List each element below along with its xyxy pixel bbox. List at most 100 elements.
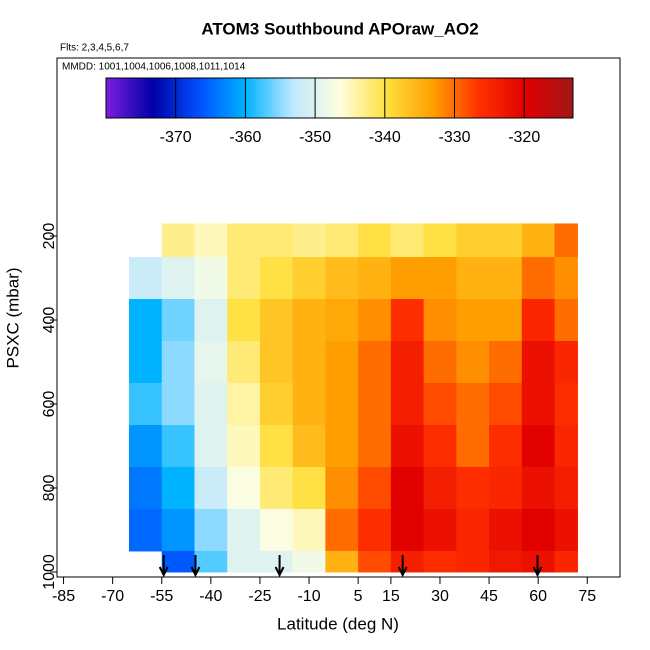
- heat-cell: [259, 223, 294, 258]
- heat-cell: [390, 257, 425, 300]
- heat-cell: [489, 341, 523, 384]
- heat-cell: [129, 466, 163, 510]
- x-tick-label: -85: [52, 588, 75, 605]
- heat-cell: [489, 257, 523, 300]
- heat-cell: [259, 466, 294, 510]
- heat-cell: [129, 341, 163, 384]
- heat-cell: [456, 257, 490, 300]
- heat-cell: [390, 383, 425, 426]
- heat-cell: [194, 383, 228, 426]
- heat-cell: [554, 383, 578, 426]
- heat-cell: [489, 223, 523, 258]
- heat-cell: [358, 257, 392, 300]
- colorbar-tick-label: -360: [229, 129, 261, 146]
- heat-cell: [554, 466, 578, 510]
- heat-cell: [521, 508, 556, 552]
- heat-cell: [554, 299, 578, 342]
- heat-cell: [489, 550, 523, 573]
- heat-cell: [358, 223, 392, 258]
- heat-cell: [325, 257, 359, 300]
- y-tick-label: 200: [41, 223, 58, 250]
- heat-cell: [325, 424, 359, 468]
- y-tick-label: 400: [41, 307, 58, 334]
- heat-cell: [390, 341, 425, 384]
- heat-cell: [390, 223, 425, 258]
- x-tick-label: -55: [150, 588, 173, 605]
- arrow: [190, 555, 201, 578]
- heat-cell: [358, 466, 392, 510]
- arrow: [397, 555, 408, 578]
- x-tick-label: 75: [578, 588, 596, 605]
- heat-cell: [456, 341, 490, 384]
- heat-cell: [161, 383, 195, 426]
- heat-cell: [292, 223, 326, 258]
- heat-cell: [129, 383, 163, 426]
- heat-cell: [456, 223, 490, 258]
- x-tick-label: -10: [297, 588, 320, 605]
- arrow: [532, 555, 543, 578]
- heat-cell: [259, 424, 294, 468]
- x-tick-label: 30: [431, 588, 449, 605]
- heat-cell: [358, 550, 392, 573]
- heat-cell: [227, 508, 261, 552]
- heat-cell: [194, 508, 228, 552]
- heat-cell: [259, 341, 294, 384]
- heat-cell: [227, 223, 261, 258]
- heat-cell: [325, 299, 359, 342]
- heat-cell: [325, 341, 359, 384]
- heat-cell: [259, 508, 294, 552]
- x-tick-label: -70: [101, 588, 124, 605]
- arrow: [158, 555, 169, 578]
- heat-cell: [358, 383, 392, 426]
- heat-cell: [390, 466, 425, 510]
- heat-cell: [390, 508, 425, 552]
- colorbar-tick-label: -370: [160, 129, 192, 146]
- heat-cell: [423, 223, 457, 258]
- heat-cell: [194, 257, 228, 300]
- arrow: [274, 555, 285, 578]
- heat-cell: [292, 550, 326, 573]
- heat-cell: [456, 466, 490, 510]
- heat-cell: [358, 341, 392, 384]
- heat-cell: [292, 341, 326, 384]
- heat-cell: [423, 299, 457, 342]
- heat-cell: [227, 299, 261, 342]
- heat-cell: [227, 257, 261, 300]
- heat-cell: [456, 299, 490, 342]
- heat-cell: [194, 424, 228, 468]
- heat-cell: [161, 257, 195, 300]
- heat-cell: [325, 466, 359, 510]
- heat-cell: [489, 383, 523, 426]
- heat-cell: [129, 257, 163, 300]
- heat-cell: [227, 466, 261, 510]
- x-tick-label: -25: [248, 588, 271, 605]
- heat-cell: [292, 257, 326, 300]
- heat-cell: [161, 508, 195, 552]
- heat-cell: [521, 466, 556, 510]
- heat-cell: [489, 508, 523, 552]
- colorbar-tick-label: -350: [299, 129, 331, 146]
- heat-cell: [161, 424, 195, 468]
- heat-cell: [292, 299, 326, 342]
- heat-cell: [456, 550, 490, 573]
- heat-cell: [423, 257, 457, 300]
- subtitle: Flts: 2,3,4,5,6,7: [60, 43, 129, 54]
- heat-cell: [521, 341, 556, 384]
- x-tick-label: 5: [354, 588, 363, 605]
- heat-cell: [358, 424, 392, 468]
- heat-cell: [521, 299, 556, 342]
- heat-cell: [292, 466, 326, 510]
- colorbar-tick-label: -340: [369, 129, 401, 146]
- y-tick-label: 600: [41, 391, 58, 418]
- heat-cell: [390, 299, 425, 342]
- heat-cell: [194, 550, 228, 573]
- colorbar-tick-label: -330: [438, 129, 470, 146]
- plot-frame: [56, 57, 621, 578]
- heat-cell: [554, 223, 578, 258]
- heat-cell: [456, 508, 490, 552]
- heat-cell: [227, 424, 261, 468]
- heat-cell: [161, 223, 195, 258]
- heat-cell: [358, 508, 392, 552]
- heat-cell: [423, 424, 457, 468]
